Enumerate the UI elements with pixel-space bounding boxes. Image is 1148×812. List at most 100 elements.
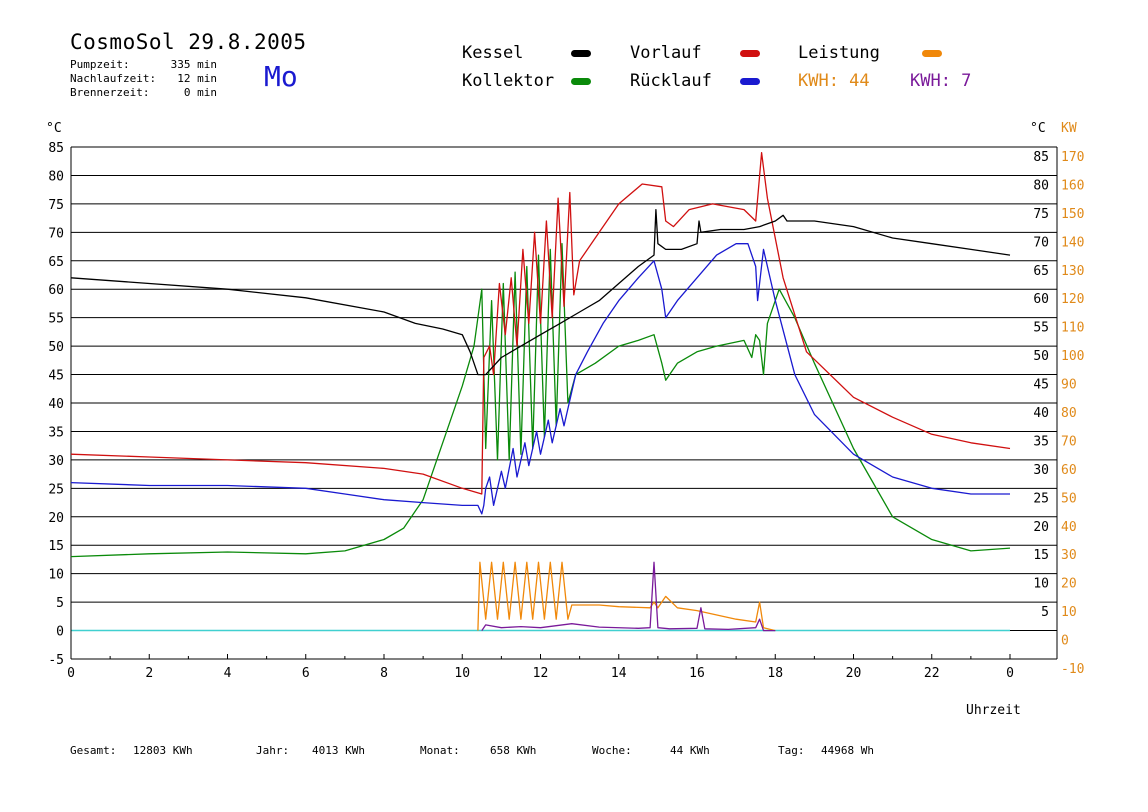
footer-woche-value: 44 KWh <box>670 744 710 757</box>
x-tick-label: 6 <box>302 666 310 681</box>
y-tick-label-right-c: 25 <box>1033 491 1049 506</box>
y-tick-label-left: 60 <box>48 283 64 298</box>
footer-jahr-value: 4013 KWh <box>312 744 365 757</box>
y-tick-label-right-kw: 130 <box>1061 264 1084 279</box>
y-tick-label-left: 35 <box>48 425 64 440</box>
x-tick-label: 12 <box>533 666 549 681</box>
weekday-label: Mo <box>264 60 298 93</box>
y-tick-label-right-c: 80 <box>1033 178 1049 193</box>
series-line-leistung <box>477 561 776 632</box>
y-tick-label-right-kw: 140 <box>1061 235 1084 250</box>
x-axis-label: Uhrzeit <box>966 703 1021 718</box>
legend-leistung-label: Leistung <box>798 43 880 63</box>
legend-ruecklauf-label: Rücklauf <box>630 71 712 91</box>
y-tick-label-right-c: 5 <box>1041 605 1049 620</box>
y-tick-label-right-c: 85 <box>1033 150 1049 165</box>
stat-nachlaufzeit-label: Nachlaufzeit: <box>70 72 157 85</box>
footer-monat-value: 658 KWh <box>490 744 537 757</box>
y-tick-label-left: 75 <box>48 198 64 213</box>
stat-brennerzeit-value: 0 min <box>183 86 217 99</box>
y-tick-label-right-kw: 0 <box>1061 634 1069 649</box>
footer-jahr-label: Jahr: <box>256 744 290 757</box>
legend-vorlauf-label: Vorlauf <box>630 43 702 63</box>
y-tick-label-right-kw: 20 <box>1061 577 1077 592</box>
legend-kollektor-label: Kollektor <box>462 71 555 91</box>
y-tick-label-right-kw: 50 <box>1061 491 1077 506</box>
y-tick-label-left: 55 <box>48 312 64 327</box>
y-tick-label-right-kw: 100 <box>1061 349 1084 364</box>
y-tick-label-left: 30 <box>48 454 64 469</box>
y-tick-label-left: 10 <box>48 568 64 583</box>
y-tick-label-right-c: 70 <box>1033 235 1049 250</box>
y-tick-label-left: 20 <box>48 511 64 526</box>
legend-kollektor-swatch <box>571 78 591 85</box>
y-tick-label-right-c: 50 <box>1033 349 1049 364</box>
x-tick-label: 8 <box>380 666 388 681</box>
y-tick-label-right-kw: 70 <box>1061 434 1077 449</box>
legend-vorlauf-swatch <box>740 50 760 57</box>
series-line-kwh2 <box>481 561 776 632</box>
x-tick-label: 10 <box>454 666 470 681</box>
y-tick-label-left: 40 <box>48 397 64 412</box>
y-tick-label-right-c: 60 <box>1033 292 1049 307</box>
y-tick-label-right-kw: 120 <box>1061 292 1084 307</box>
series-line-kessel <box>70 208 1011 376</box>
y-tick-label-left: 5 <box>56 596 64 611</box>
y-tick-label-right-c: 45 <box>1033 378 1049 393</box>
y-tick-label-right-c: 65 <box>1033 264 1049 279</box>
x-tick-label: 0 <box>67 666 75 681</box>
y-tick-label-right-kw: -10 <box>1061 662 1084 677</box>
y-tick-label-left: 45 <box>48 369 64 384</box>
y-tick-label-right-kw: 150 <box>1061 207 1084 222</box>
y-tick-label-right-kw: 90 <box>1061 378 1077 393</box>
y-tick-label-left: 15 <box>48 539 64 554</box>
y-tick-label-right-c: 55 <box>1033 321 1049 336</box>
stat-nachlaufzeit-value: 12 min <box>177 72 217 85</box>
stat-brennerzeit-label: Brennerzeit: <box>70 86 150 99</box>
series-line-kollektor <box>70 243 1011 558</box>
x-tick-label: 16 <box>689 666 705 681</box>
y-tick-label-right-c: 75 <box>1033 207 1049 222</box>
x-tick-label: 14 <box>611 666 627 681</box>
y-tick-label-right-kw: 80 <box>1061 406 1077 421</box>
legend-kwh-total-label: KWH: 44 <box>798 71 870 91</box>
legend-kessel-swatch <box>571 50 591 57</box>
x-tick-label-end: 0 <box>1006 666 1014 681</box>
stat-pumpzeit-value: 335 min <box>170 58 217 71</box>
series-line-vorlauf <box>70 152 1011 495</box>
tick-labels: -505101520253035404550556065707580855101… <box>48 141 1084 681</box>
legend-leistung-swatch <box>922 50 942 57</box>
y-tick-label-right-kw: 10 <box>1061 605 1077 620</box>
x-tick-label: 18 <box>767 666 783 681</box>
series-line-ruecklauf <box>70 243 1010 515</box>
y-tick-label-left: 25 <box>48 482 64 497</box>
footer-gesamt-label: Gesamt: <box>70 744 117 757</box>
y-tick-label-right-c: 20 <box>1033 520 1049 535</box>
y-tick-label-left: 65 <box>48 255 64 270</box>
legend-kwh-second-label: KWH: 7 <box>910 71 972 91</box>
x-tick-label: 4 <box>224 666 232 681</box>
y-tick-label-right-kw: 170 <box>1061 150 1084 165</box>
y-tick-label-left: 0 <box>56 625 64 640</box>
axes <box>70 147 1058 660</box>
y-tick-label-right-c: 35 <box>1033 434 1049 449</box>
y-tick-label-right-kw: 30 <box>1061 548 1077 563</box>
stat-pumpzeit-label: Pumpzeit: <box>70 58 130 71</box>
data-series <box>70 152 1011 632</box>
legend-kessel-label: Kessel <box>462 43 524 63</box>
y-axis-label-left: °C <box>46 121 62 136</box>
y-tick-label-left: 50 <box>48 340 64 355</box>
y-tick-label-right-c: 40 <box>1033 406 1049 421</box>
y-tick-label-left: 85 <box>48 141 64 156</box>
x-tick-label: 22 <box>924 666 940 681</box>
y-tick-label-right-kw: 40 <box>1061 520 1077 535</box>
chart-title: CosmoSol 29.8.2005 <box>70 30 307 54</box>
y-tick-label-right-c: 30 <box>1033 463 1049 478</box>
y-tick-label-right-kw: 110 <box>1061 321 1084 336</box>
y-tick-label-right-c: 10 <box>1033 577 1049 592</box>
footer-tag-value: 44968 Wh <box>821 744 874 757</box>
y-tick-label-right-kw: 160 <box>1061 178 1084 193</box>
y-tick-label-right-c: 15 <box>1033 548 1049 563</box>
y-tick-label-left: 70 <box>48 226 64 241</box>
